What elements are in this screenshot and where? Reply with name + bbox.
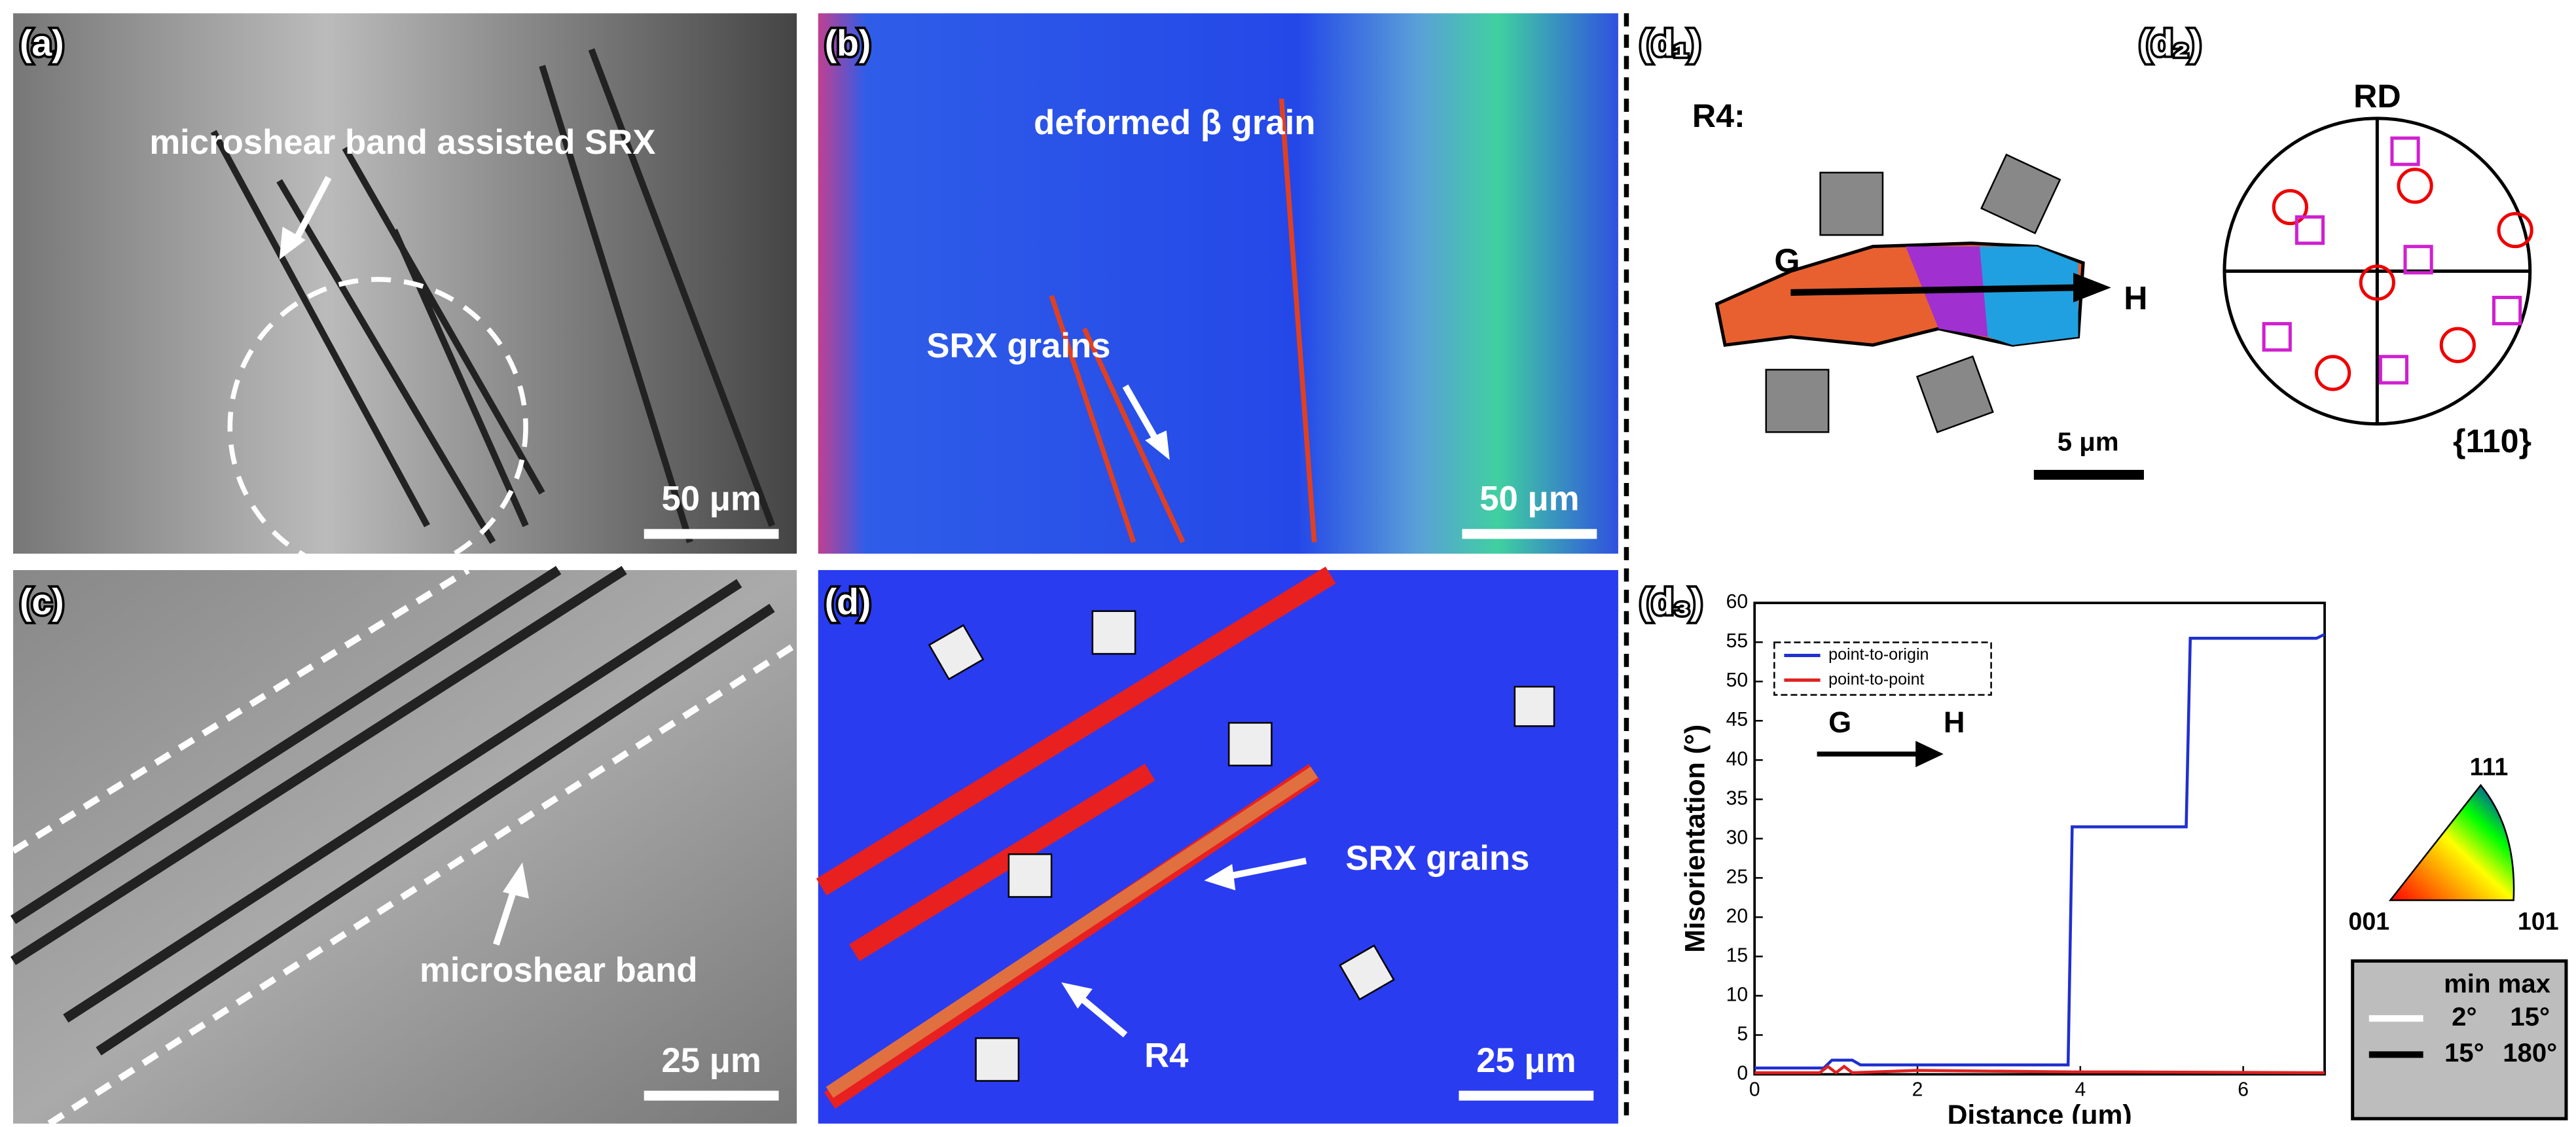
label: 25 μm [661,1041,761,1080]
panel-b: (b) deformed β grain SRX grains 50 μm [818,13,1618,554]
label: R4 [1144,1036,1189,1075]
label: H [2124,280,2147,317]
y-tick-label: 10 [1726,984,1748,1005]
y-tick-label: 15 [1726,944,1748,966]
x-axis-label: Distance (μm) [1948,1100,2132,1124]
y-tick-label: 20 [1726,905,1748,927]
start-label: G [1828,706,1851,739]
ipf-key: 111 001 101 [2348,753,2558,935]
y-tick-label: 25 [1726,866,1748,887]
y-tick-label: 0 [1737,1062,1748,1084]
x-tick-label: 2 [1912,1079,1923,1101]
x-tick-label: 6 [2238,1079,2249,1101]
y-tick-label: 60 [1726,591,1748,613]
y-tick-label: 45 [1726,709,1748,730]
panel-a: (a) microshear band assisted SRX 50 μm [13,13,797,578]
panel-d2: (d₂) RD {110} [2137,20,2533,459]
label: 15° [2444,1038,2484,1067]
label: 5 μm [2058,427,2119,456]
arrow-head [1915,741,1944,768]
label: (d₂) [2139,23,2201,63]
y-tick-label: 55 [1726,630,1748,652]
x-tick-label: 4 [2075,1079,2086,1101]
label: 50 μm [1479,480,1579,518]
label: SRX grains [926,327,1110,365]
series-line [1754,1064,2325,1075]
label: 001 [2348,908,2389,935]
label: SRX grains [1345,839,1529,878]
y-tick-label: 5 [1737,1023,1748,1045]
y-tick-label: 35 [1726,787,1748,809]
label: (b) [825,23,871,63]
panel-c: (c) microshear band 25 μm [10,565,799,1126]
end-label: H [1944,706,1965,739]
x-tick-label: 0 [1749,1079,1760,1101]
label: 50 μm [661,480,761,518]
panel-d: (d) SRX grains R4 25 μm [816,566,1618,1124]
y-tick-label: 40 [1726,748,1748,770]
label: microshear band [420,951,698,990]
label: G [1774,242,1800,279]
label: 111 [2470,753,2509,781]
label: (a) [20,23,63,63]
y-tick-label: 50 [1726,670,1748,691]
label: microshear band assisted SRX [149,123,655,162]
label: 180° [2503,1038,2557,1067]
legend-label: point-to-point [1828,670,1924,689]
panel-label: (d₃) [1640,581,1703,622]
legend-box [1773,641,1992,696]
y-axis-label: Misorientation (°) [1680,724,1711,953]
label: R4: [1692,98,1745,134]
panel-d1: (d₁) R4: G H 5 μm [1637,20,2148,480]
label: {110} [2453,423,2531,459]
label: (d) [825,581,871,622]
boundary-legend: min max 2° 15° 15° 180° [2351,959,2568,1120]
legend-label: point-to-origin [1828,645,1929,664]
label: 101 [2518,908,2559,935]
label: min max [2444,969,2551,999]
label: 15° [2510,1002,2550,1031]
label: 2° [2452,1002,2476,1031]
label: RD [2353,78,2401,115]
label: (d₁) [1640,23,1701,63]
label: (c) [20,581,63,622]
label: deformed β grain [1034,103,1315,142]
series-line [1754,633,2326,1070]
misorientation-chart: 0 5 10 15 20 25 30 35 40 45 50 55 60 0 2 4 6 Distance (μm… [1680,591,2326,1127]
label: 25 μm [1476,1041,1576,1080]
y-tick-label: 30 [1726,827,1748,848]
